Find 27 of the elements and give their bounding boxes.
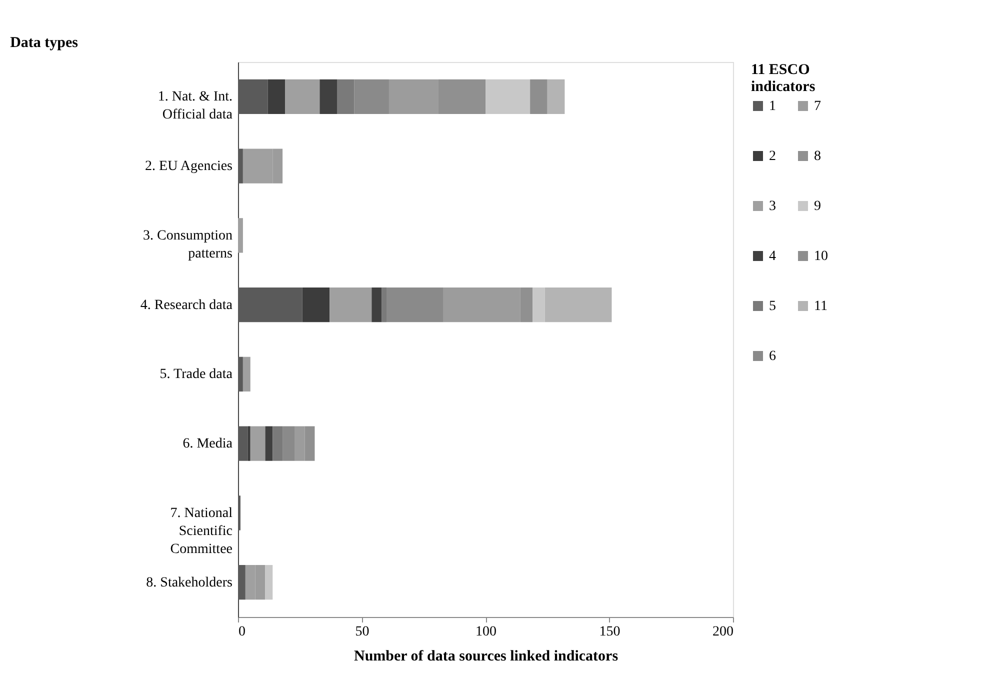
y-tick-label: 5. Trade data	[160, 367, 234, 382]
legend-label: 4	[769, 249, 776, 264]
legend-label: 9	[814, 199, 821, 214]
y-tick-label: 3. Consumption patterns	[143, 228, 232, 262]
y-axis-title: Data types	[10, 35, 78, 51]
y-tick-label: 7. National Scientific Committee	[170, 506, 233, 557]
legend-label: 6	[769, 349, 776, 364]
y-tick-label: 8. Stakeholders	[146, 575, 232, 590]
x-tick-label: 100	[476, 624, 496, 640]
legend-title: 11 ESCO indicators	[751, 62, 816, 95]
y-tick-label: 4. Research data	[140, 298, 234, 313]
legend-label: 10	[814, 249, 828, 264]
legend-label: 5	[769, 299, 776, 314]
x-tick-label: 150	[599, 624, 620, 640]
legend-label: 1	[769, 99, 776, 114]
y-tick-label: 6. Media	[182, 436, 234, 452]
x-tick-label: 50	[355, 624, 370, 640]
legend-label: 8	[814, 149, 821, 164]
legend-label: 3	[769, 199, 776, 214]
y-tick-label: 2. EU Agencies	[145, 159, 232, 174]
y-tick-label: 1. Nat. & Int. Official data	[158, 90, 234, 123]
x-axis-title: Number of data sources linked indicators	[354, 648, 618, 664]
x-tick-label: 200	[712, 624, 734, 640]
x-tick-label: 0	[238, 624, 246, 640]
legend-label: 7	[814, 99, 821, 114]
legend-label: 2	[769, 149, 776, 164]
legend-label: 11	[814, 299, 828, 314]
